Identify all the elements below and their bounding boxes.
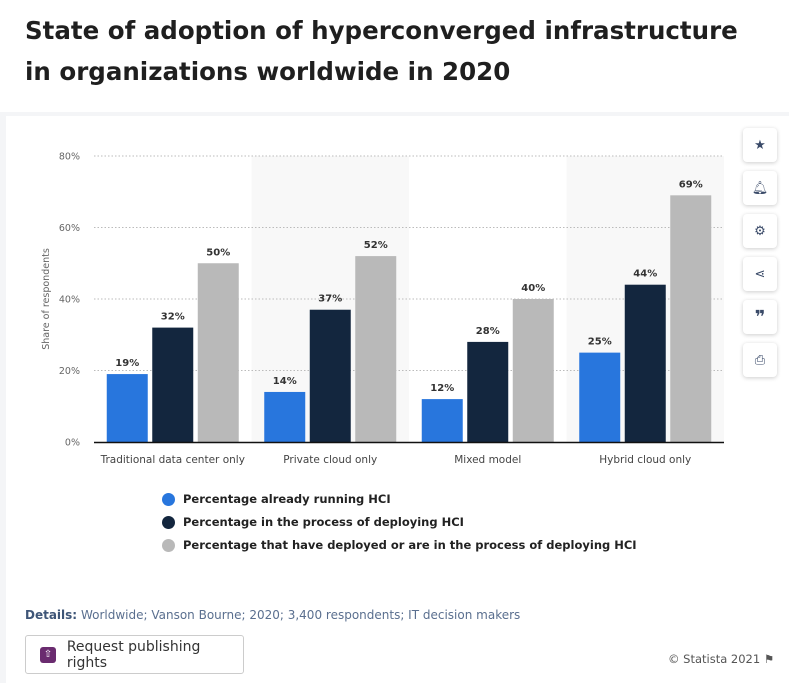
y-axis-label: Share of respondents <box>41 248 52 350</box>
legend-item-deployed[interactable]: Percentage that have deployed or are in … <box>162 538 637 552</box>
notification-button[interactable]: 🔔︎ <box>743 171 777 205</box>
star-icon: ★ <box>754 137 766 153</box>
data-label: 12% <box>430 383 454 394</box>
legend-dot <box>162 515 175 529</box>
bar[interactable] <box>355 256 397 442</box>
x-tick-label: Traditional data center only <box>100 454 245 466</box>
legend-dot <box>162 492 175 506</box>
data-label: 32% <box>161 312 185 323</box>
data-label: 44% <box>633 269 657 280</box>
details-text[interactable]: Worldwide; Vanson Bourne; 2020; 3,400 re… <box>80 608 521 622</box>
y-tick-label: 60% <box>59 223 80 234</box>
data-label: 52% <box>364 240 388 251</box>
flag-icon[interactable]: ⚑ <box>763 652 775 666</box>
x-tick-label: Hybrid cloud only <box>599 454 691 466</box>
legend-item-running[interactable]: Percentage already running HCI <box>162 492 391 506</box>
data-label: 25% <box>588 337 612 348</box>
print-button[interactable]: ⎙ <box>743 343 777 377</box>
bar[interactable] <box>512 299 554 442</box>
bell-icon: 🔔︎ <box>751 180 769 196</box>
y-tick-label: 40% <box>59 295 80 306</box>
x-tick-label: Private cloud only <box>283 454 377 466</box>
x-tick-label: Mixed model <box>454 454 521 466</box>
details-label: Details: <box>25 608 78 622</box>
details: Details: Worldwide; Vanson Bourne; 2020;… <box>25 608 520 622</box>
bar[interactable] <box>579 352 621 442</box>
cite-button[interactable]: ❞ <box>743 300 777 334</box>
print-icon: ⎙ <box>754 352 766 368</box>
y-tick-label: 20% <box>59 366 80 377</box>
publish-label: Request publishing rights <box>66 638 201 671</box>
publish-icon: ⇧ <box>40 646 56 663</box>
request-publishing-rights-button[interactable]: ⇧ Request publishing rights <box>25 635 244 674</box>
page-title: State of adoption of hyperconverged infr… <box>25 16 738 86</box>
favorite-button[interactable]: ★ <box>743 128 777 162</box>
bar[interactable] <box>421 399 463 442</box>
data-label: 50% <box>206 247 230 258</box>
bar[interactable] <box>264 391 306 442</box>
legend-label: Percentage already running HCI <box>183 492 391 506</box>
bar[interactable] <box>197 263 239 442</box>
settings-button[interactable]: ⚙ <box>743 214 777 248</box>
data-label: 28% <box>476 326 500 337</box>
share-icon: ⋖ <box>754 266 766 282</box>
data-label: 69% <box>679 179 703 190</box>
legend-dot <box>162 538 175 552</box>
bar[interactable] <box>106 374 148 442</box>
bar[interactable] <box>670 195 712 442</box>
legend-item-deploying[interactable]: Percentage in the process of deploying H… <box>162 515 464 529</box>
bar[interactable] <box>467 341 509 442</box>
legend-label: Percentage that have deployed or are in … <box>183 538 637 552</box>
copyright-text: © Statista 2021 <box>668 652 761 666</box>
quote-icon: ❞ <box>754 306 766 328</box>
bar[interactable] <box>624 284 666 442</box>
copyright: © Statista 2021 ⚑ <box>668 652 774 666</box>
legend-label: Percentage in the process of deploying H… <box>183 515 464 529</box>
y-tick-label: 80% <box>59 152 80 163</box>
share-button[interactable]: ⋖ <box>743 257 777 291</box>
gear-icon: ⚙ <box>754 223 766 239</box>
bar[interactable] <box>152 327 194 442</box>
title-background <box>0 0 789 112</box>
bar[interactable] <box>309 309 351 442</box>
data-label: 40% <box>521 283 545 294</box>
y-tick-label: 0% <box>65 438 80 449</box>
data-label: 19% <box>115 358 139 369</box>
data-label: 37% <box>318 294 342 305</box>
data-label: 14% <box>273 376 297 387</box>
